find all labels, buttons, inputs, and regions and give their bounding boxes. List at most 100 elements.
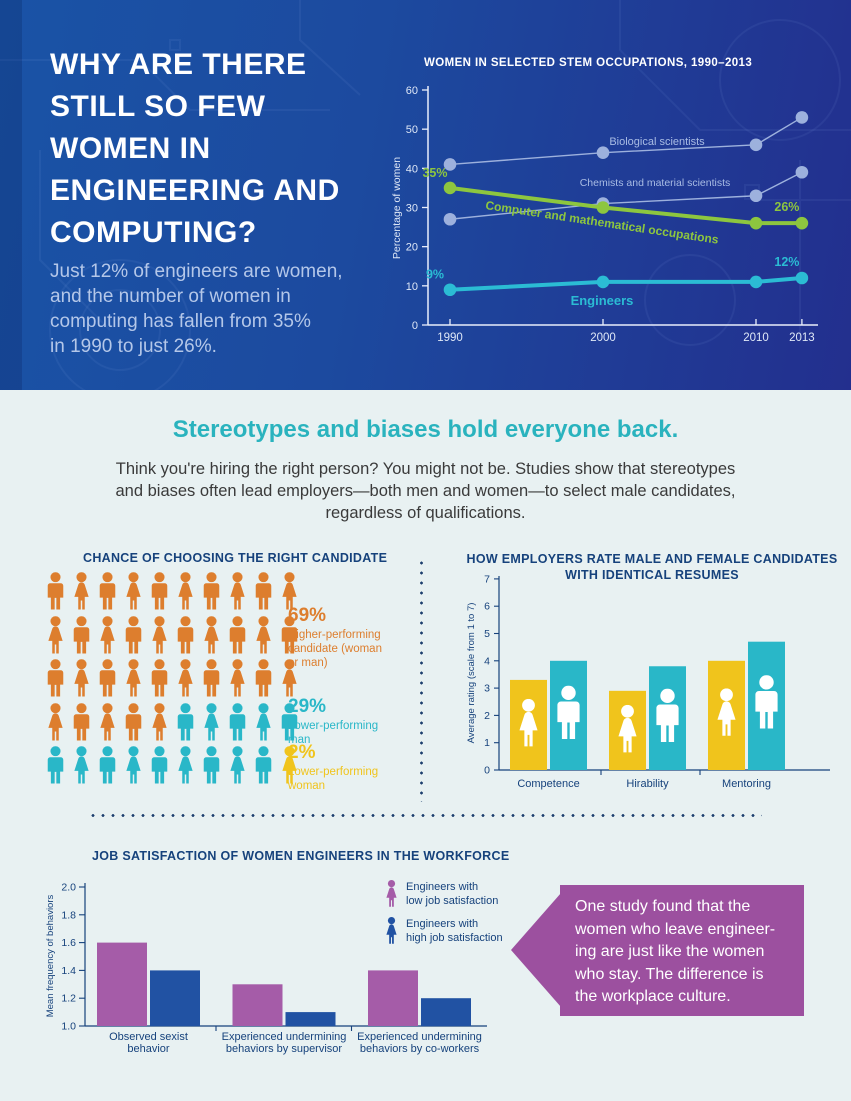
legend-item: Engineers with high job satisfaction: [384, 917, 503, 945]
job-bar: [368, 970, 418, 1026]
svg-text:6: 6: [484, 601, 490, 613]
page-title: WHY ARE THERE STILL SO FEW WOMEN IN ENGI…: [50, 48, 340, 249]
person-woman-icon: [178, 659, 193, 697]
svg-text:10: 10: [406, 281, 418, 293]
job-bar: [232, 984, 283, 1026]
svg-text:35%: 35%: [422, 166, 447, 180]
person-woman-icon: [178, 746, 193, 784]
section-heading: Stereotypes and biases hold everyone bac…: [172, 416, 679, 443]
svg-text:Average rating (scale from 1 t: Average rating (scale from 1 to 7): [466, 603, 477, 744]
person-woman-icon: [204, 702, 219, 741]
stat-label: Lower-performing woman: [288, 766, 379, 792]
stem-line-chart: 0 10 20 30 40 50 60 1990 2000 2010 2013 Percentage …: [391, 85, 818, 344]
svg-text:behavior: behavior: [127, 1043, 170, 1055]
person-man-icon: [99, 746, 116, 784]
svg-text:Hirability: Hirability: [626, 778, 669, 790]
callout-quote: One study found that the women who leave…: [560, 885, 804, 1016]
pictogram-title: CHANCE OF CHOOSING THE RIGHT CANDIDATE: [83, 551, 388, 565]
horizontal-dotted-divider: [88, 814, 762, 817]
legend-label: Engineers with low job satisfaction: [406, 881, 499, 907]
svg-text:40: 40: [406, 163, 418, 175]
svg-text:1.4: 1.4: [61, 965, 76, 977]
svg-text:1.6: 1.6: [61, 937, 76, 949]
vertical-dotted-divider: [420, 558, 423, 802]
svg-text:0: 0: [484, 765, 490, 777]
person-woman-icon: [386, 917, 397, 944]
stat-percent: 29%: [288, 696, 327, 717]
person-man-icon: [255, 572, 272, 610]
svg-text:1.8: 1.8: [61, 909, 76, 921]
person-man-icon: [151, 572, 168, 610]
legend-item: Engineers with low job satisfaction: [384, 880, 503, 908]
rating-chart-title: HOW EMPLOYERS RATE MALE AND FEMALE CANDI…: [466, 552, 838, 582]
svg-text:7: 7: [484, 573, 490, 585]
person-woman-icon: [126, 746, 141, 784]
person-man-icon: [177, 615, 194, 654]
pictogram-stat-lower-performing-woman: 2% Lower-performing woman: [288, 743, 433, 793]
person-woman-icon: [230, 572, 245, 610]
svg-text:2013: 2013: [789, 332, 815, 344]
stat-percent: 2%: [288, 742, 316, 763]
person-man-icon: [203, 572, 220, 610]
person-woman-icon: [48, 615, 63, 654]
svg-text:2010: 2010: [743, 332, 769, 344]
svg-text:5: 5: [484, 628, 490, 640]
person-man-icon: [99, 659, 116, 697]
svg-text:Engineers: Engineers: [571, 293, 634, 308]
svg-text:60: 60: [406, 85, 418, 97]
stat-percent: 69%: [288, 605, 327, 626]
person-man-icon: [229, 615, 246, 654]
svg-text:behaviors by co-workers: behaviors by co-workers: [360, 1043, 480, 1055]
stat-label: Lower-performing man: [288, 720, 379, 746]
svg-text:30: 30: [406, 202, 418, 214]
svg-text:Percentage of women: Percentage of women: [391, 157, 403, 259]
intro-paragraph: Think you're hiring the right person? Yo…: [115, 460, 736, 522]
stat-label: Higher-performing candidate (woman or ma…: [288, 629, 382, 669]
person-woman-icon: [126, 659, 141, 697]
person-woman-icon: [100, 615, 115, 654]
svg-text:2: 2: [484, 710, 490, 722]
svg-text:Experienced undermining: Experienced undermining: [222, 1031, 347, 1043]
stem-chart-title: WOMEN IN SELECTED STEM OCCUPATIONS, 1990…: [424, 57, 753, 69]
svg-text:12%: 12%: [774, 255, 799, 269]
person-woman-icon: [152, 615, 167, 654]
job-bar: [421, 998, 471, 1026]
person-woman-icon: [178, 572, 193, 610]
person-man-icon: [151, 746, 168, 784]
person-man-icon: [255, 746, 272, 784]
svg-text:50: 50: [406, 124, 418, 136]
person-man-icon: [151, 659, 168, 697]
person-woman-icon: [386, 880, 397, 907]
person-woman-icon: [126, 572, 141, 610]
svg-text:26%: 26%: [774, 200, 799, 214]
job-chart-title: JOB SATISFACTION OF WOMEN ENGINEERS IN T…: [92, 849, 510, 863]
person-woman-icon: [100, 702, 115, 741]
svg-text:Experienced undermining: Experienced undermining: [357, 1031, 482, 1043]
svg-text:0: 0: [412, 320, 418, 332]
svg-text:Mentoring: Mentoring: [722, 778, 771, 790]
svg-text:2000: 2000: [590, 332, 616, 344]
person-man-icon: [47, 659, 64, 697]
job-satisfaction-bar-chart: 1.0 1.2 1.4 1.6 1.8 2.0 Mean frequency of beha…: [45, 882, 487, 1055]
person-man-icon: [203, 659, 220, 697]
svg-text:Observed sexist: Observed sexist: [109, 1031, 188, 1043]
person-woman-icon: [74, 746, 89, 784]
person-woman-icon: [152, 702, 167, 741]
svg-text:1.2: 1.2: [61, 993, 76, 1005]
person-woman-icon: [74, 659, 89, 697]
svg-text:20: 20: [406, 242, 418, 254]
person-woman-icon: [230, 659, 245, 697]
person-woman-icon: [230, 746, 245, 784]
svg-text:Biological scientists: Biological scientists: [609, 136, 705, 148]
svg-text:behaviors by supervisor: behaviors by supervisor: [226, 1043, 343, 1055]
person-man-icon: [203, 746, 220, 784]
person-man-icon: [73, 702, 90, 741]
person-man-icon: [47, 746, 64, 784]
svg-text:2.0: 2.0: [61, 882, 76, 894]
person-man-icon: [73, 615, 90, 654]
job-bar: [97, 942, 147, 1026]
person-man-icon: [47, 572, 64, 610]
person-woman-icon: [48, 702, 63, 741]
person-man-icon: [125, 615, 142, 654]
svg-text:1.0: 1.0: [61, 1021, 76, 1033]
